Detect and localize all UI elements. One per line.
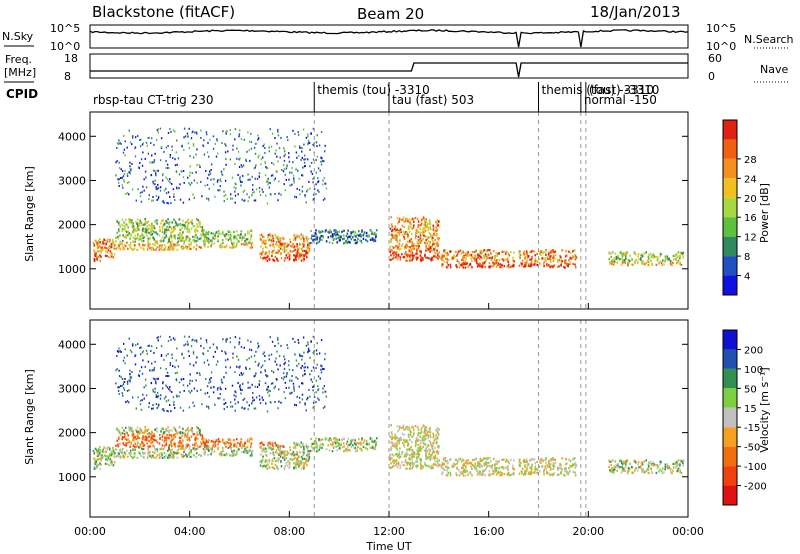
cpid-segment-label: rbsp-tau CT-trig 230	[93, 93, 213, 107]
time-tick-label: 08:00	[273, 525, 305, 538]
freq-tick-top: 18	[64, 52, 78, 65]
time-tick-label: 12:00	[373, 525, 405, 538]
colorbar-tick-label: 24	[744, 174, 757, 185]
colorbar-tick-label: 20	[744, 194, 757, 205]
nsky-tick-bottom: 10^0	[50, 40, 80, 53]
freq-panel: Freq. [MHz] 18 8 60 0 Nave	[4, 52, 790, 83]
nave-label: Nave	[760, 63, 788, 76]
cpid-segment-label: (fast) -3310	[589, 83, 660, 97]
power-colorbar-label: Power [dB]	[758, 183, 771, 243]
cpid-segment-label: themis (tou) -3310	[317, 83, 429, 97]
time-tick-label: 00:00	[672, 525, 704, 538]
range-tick-label: 3000	[58, 174, 86, 187]
nave-tick-bottom: 0	[708, 70, 715, 83]
range-tick-label: 2000	[58, 427, 86, 440]
velocity-colorbar-label: Velocity [m s⁻¹]	[758, 367, 771, 452]
station-title: Blackstone (fitACF)	[92, 3, 235, 21]
cpid-segment-label: themis (tou) -3310	[542, 83, 654, 97]
colorbar-tick-label: -15	[744, 423, 760, 434]
nsky-label: N.Sky	[2, 30, 34, 43]
colorbar-tick-label: 200	[744, 345, 763, 356]
colorbar-tick-label: 28	[744, 155, 757, 166]
freq-trace	[90, 62, 688, 78]
time-axis-label: Time UT	[365, 540, 411, 553]
nsky-trace	[89, 29, 689, 48]
nsky-tick-top: 10^5	[50, 22, 80, 35]
nave-tick-top: 60	[708, 52, 722, 65]
nsearch-tick-top: 10^5	[706, 22, 736, 35]
colorbar-tick-label: 100	[744, 365, 763, 376]
colorbar-tick-label: 50	[744, 384, 757, 395]
colorbar-tick-label: -100	[744, 462, 767, 473]
range-tick-label: 3000	[58, 382, 86, 395]
colorbar-tick-label: -50	[744, 443, 760, 454]
velocity-panel: 1000 2000 3000 4000 00:00 04:00 08:00 12:00 16:…	[23, 303, 704, 553]
power-echoes	[92, 127, 685, 269]
range-tick-label: 4000	[58, 338, 86, 351]
nsearch-tick-bottom: 10^0	[706, 40, 736, 53]
power-colorbar: 4 8 12 16 20 24 28	[722, 119, 757, 296]
colorbar-tick-label: 4	[744, 272, 750, 283]
colorbar-tick-label: -200	[744, 482, 767, 493]
cpid-label: CPID	[6, 87, 38, 101]
range-tick-label: 1000	[58, 263, 86, 276]
range-tick-label: 1000	[58, 471, 86, 484]
date-title: 18/Jan/2013	[590, 3, 681, 21]
time-tick-label: 00:00	[74, 525, 106, 538]
colorbar-tick-label: 8	[744, 252, 750, 263]
cpid-segment-label: tau (fast) 503	[392, 93, 474, 107]
nsky-panel: N.Sky 10^5 10^0 10^5 10^0 N.Search	[2, 22, 794, 53]
range-tick-label: 2000	[58, 219, 86, 232]
time-tick-label: 16:00	[473, 525, 505, 538]
power-panel: 1000 2000 3000 4000 Slant Range [km]	[23, 111, 689, 310]
time-tick-label: 20:00	[572, 525, 604, 538]
colorbar-tick-label: 16	[744, 213, 757, 224]
range-tick-label: 4000	[58, 130, 86, 143]
freq-unit: [MHz]	[4, 66, 36, 79]
time-tick-label: 04:00	[174, 525, 206, 538]
velocity-colorbar: -200 -100 -50 -15 15 50 100 200	[722, 329, 767, 506]
freq-label: Freq.	[5, 53, 32, 66]
colorbar-tick-label: 15	[744, 404, 757, 415]
beam-title: Beam 20	[357, 5, 424, 23]
colorbar-tick-label: 12	[744, 233, 757, 244]
velocity-echoes	[92, 335, 685, 477]
velocity-ylabel: Slant Range [km]	[23, 369, 36, 465]
cpid-segment-label: normal -150	[584, 93, 657, 107]
freq-tick-bottom: 8	[64, 70, 71, 83]
power-ylabel: Slant Range [km]	[23, 166, 36, 262]
nsearch-label: N.Search	[744, 33, 794, 46]
